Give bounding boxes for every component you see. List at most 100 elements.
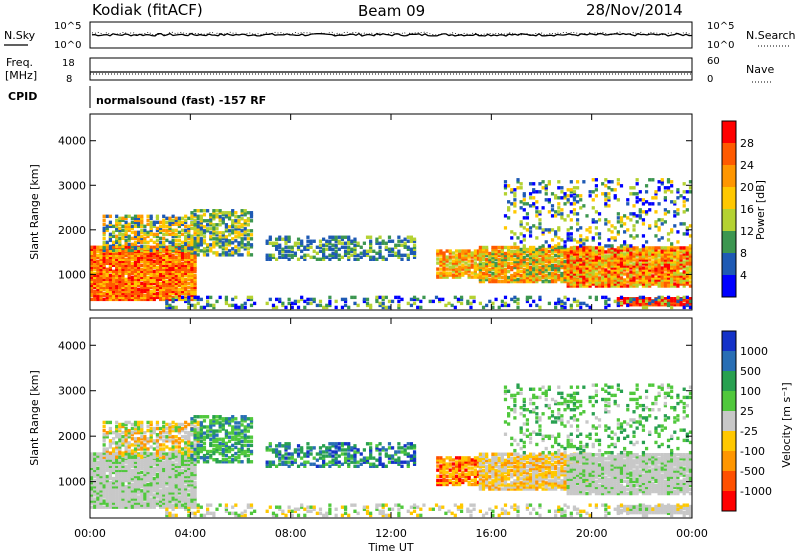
power-cell <box>488 299 492 304</box>
power-cell <box>532 299 536 304</box>
velocity-cell <box>177 491 181 495</box>
velocity-cell <box>111 483 116 487</box>
power-cell <box>579 198 583 202</box>
y-tick-label: 1000 <box>58 268 86 281</box>
power-cell <box>632 228 636 232</box>
power-cell <box>451 267 456 271</box>
power-cell <box>623 256 627 260</box>
velocity-cell <box>190 464 194 468</box>
power-cell <box>227 217 232 221</box>
power-cell <box>105 281 109 286</box>
velocity-cell <box>158 499 163 503</box>
power-cell <box>525 299 530 304</box>
power-cell <box>337 257 341 261</box>
velocity-cell <box>127 458 131 462</box>
power-cell <box>303 247 307 251</box>
power-cell <box>560 249 564 254</box>
power-cell <box>365 251 370 255</box>
power-cell <box>660 256 664 260</box>
velocity-cell <box>118 476 122 481</box>
velocity-cell <box>96 499 100 503</box>
velocity-cell <box>180 505 185 509</box>
power-cell <box>130 281 134 286</box>
velocity-cell <box>193 480 197 485</box>
power-cell <box>569 190 573 194</box>
power-cell <box>111 283 116 288</box>
velocity-cell <box>180 470 185 475</box>
power-cell <box>190 247 194 251</box>
power-cell <box>648 272 652 276</box>
power-cell <box>641 284 646 288</box>
power-cell <box>522 194 526 198</box>
power-cell <box>538 210 542 214</box>
power-cell <box>231 223 235 227</box>
power-cell <box>566 188 570 192</box>
power-cell <box>149 253 153 257</box>
power-cell <box>287 235 291 239</box>
velocity-cell <box>90 485 94 489</box>
power-cell <box>566 194 570 198</box>
power-cell <box>115 253 119 257</box>
power-cell <box>391 239 395 243</box>
velocity-cell <box>105 460 109 464</box>
velocity-cell <box>180 472 185 477</box>
power-cell <box>588 262 592 266</box>
velocity-cell <box>140 464 144 468</box>
power-cell <box>193 295 197 300</box>
power-cell <box>140 238 144 243</box>
power-cell <box>641 301 646 305</box>
velocity-cell <box>105 449 109 453</box>
power-cell <box>158 275 163 280</box>
velocity-cell <box>177 505 181 509</box>
velocity-cell <box>121 485 125 489</box>
power-cell <box>118 291 122 296</box>
velocity-cell <box>146 468 150 473</box>
power-cell <box>224 213 229 217</box>
power-cell <box>585 258 589 262</box>
power-cell <box>616 297 620 301</box>
power-colorbar-swatch <box>722 121 736 144</box>
power-cell <box>328 239 332 243</box>
power-cell <box>560 273 564 278</box>
power-cell <box>115 244 119 249</box>
velocity-cell <box>111 437 116 441</box>
power-cell <box>137 259 141 264</box>
power-cell <box>494 273 498 278</box>
power-cell <box>507 245 511 250</box>
velocity-cell <box>124 452 128 456</box>
power-cell <box>133 285 138 290</box>
power-cell <box>281 303 285 308</box>
power-cell <box>476 273 481 277</box>
velocity-cell <box>115 466 119 471</box>
power-cell <box>604 244 608 248</box>
velocity-cell <box>143 476 147 481</box>
power-cell <box>124 224 128 229</box>
power-cell <box>96 255 100 259</box>
power-cell <box>381 297 385 302</box>
power-cell <box>177 251 181 255</box>
power-cell <box>557 275 561 280</box>
power-cell <box>560 271 564 276</box>
power-cell <box>137 275 141 280</box>
power-cell <box>108 248 113 253</box>
velocity-cell <box>124 470 128 475</box>
power-cell <box>174 228 178 233</box>
power-cell <box>663 272 667 276</box>
power-cell <box>666 268 671 272</box>
velocity-cell <box>190 480 194 485</box>
power-cell <box>234 303 238 308</box>
power-cell <box>626 280 630 284</box>
power-cell <box>90 283 94 288</box>
power-cell <box>102 257 106 261</box>
power-cell <box>155 295 160 300</box>
velocity-cell <box>152 458 156 462</box>
power-cell <box>513 232 517 236</box>
velocity-cell <box>130 474 134 479</box>
power-cell <box>168 232 172 237</box>
power-cell <box>528 247 533 252</box>
power-cell <box>500 257 504 262</box>
power-cell <box>102 242 106 247</box>
power-cell <box>246 247 250 251</box>
power-cell <box>155 285 160 290</box>
power-cell <box>582 252 586 256</box>
